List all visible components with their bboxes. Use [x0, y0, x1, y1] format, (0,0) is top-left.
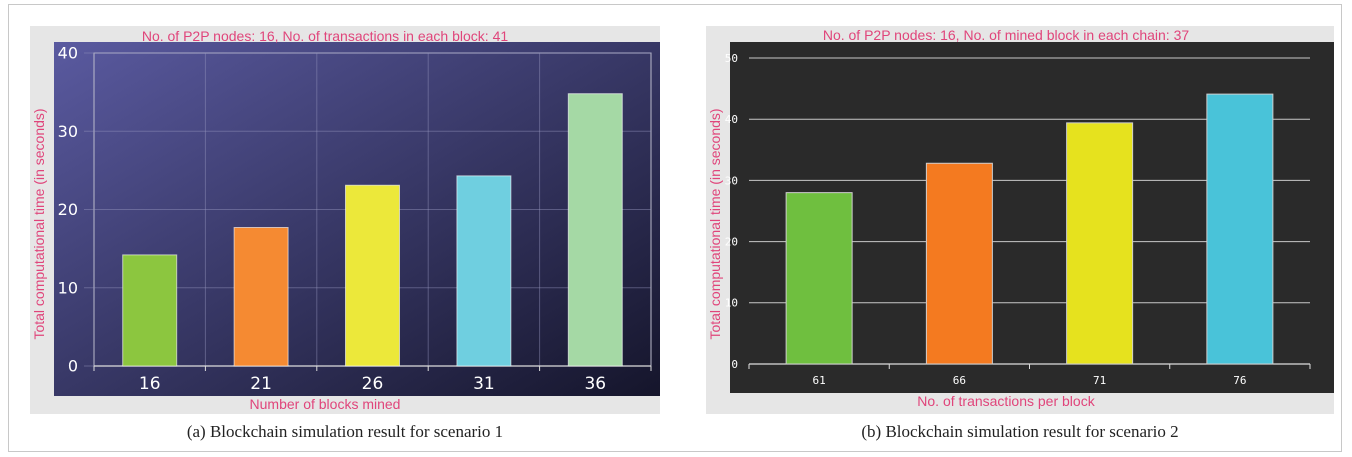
y-tick-label: 30 [58, 122, 78, 141]
y-tick-label: 40 [725, 113, 738, 126]
y-tick-label: 10 [58, 278, 78, 297]
bar-76 [1206, 93, 1274, 365]
caption-scenario-1: (a) Blockchain simulation result for sce… [186, 422, 504, 441]
x-tick-label: 76 [1233, 374, 1246, 387]
x-tick-label: 61 [813, 374, 826, 387]
y-tick-label: 0 [68, 357, 78, 376]
chart-panel-scenario-2: 0 10 20 30 40 50 61 66 71 76 No. of P2P nodes: 16,… [706, 26, 1334, 414]
x-tick-label: 21 [250, 374, 272, 394]
x-tick-label: 36 [584, 374, 606, 394]
x-tick-label: 71 [1093, 374, 1106, 387]
y-axis-label: Total computational time (in seconds) [707, 108, 723, 339]
bar-71 [1066, 122, 1134, 365]
x-tick-label: 26 [362, 374, 384, 394]
caption-scenario-2: (b) Blockchain simulation result for sce… [861, 422, 1179, 441]
bar-31 [456, 175, 512, 367]
y-axis-label: Total computational time (in seconds) [31, 108, 47, 339]
x-axis-label: Number of blocks mined [250, 396, 401, 412]
bar-36 [567, 93, 623, 367]
bar-26 [345, 184, 400, 367]
y-tick-label: 50 [725, 52, 738, 65]
x-tick-label: 31 [473, 374, 495, 394]
x-axis-label: No. of transactions per block [917, 393, 1095, 409]
bar-16 [122, 254, 178, 367]
y-tick-label: 30 [725, 174, 738, 187]
bar-61 [785, 192, 853, 365]
x-tick-label: 66 [953, 374, 966, 387]
chart-title: No. of P2P nodes: 16, No. of transaction… [142, 28, 509, 44]
y-tick-label: 0 [731, 358, 738, 371]
chart-title: No. of P2P nodes: 16, No. of mined block… [823, 27, 1190, 43]
bar-66 [925, 162, 993, 365]
chart-panel-scenario-1: 0 10 20 30 40 16 21 26 31 36 No. of P2P nodes: 16,… [30, 26, 660, 414]
bar-chart-scenario-1: 0 10 20 30 40 16 21 26 31 36 No. of P2P nodes: 16,… [30, 26, 660, 414]
y-tick-label: 40 [58, 44, 78, 63]
bar-chart-scenario-2: 0 10 20 30 40 50 61 66 71 76 No. of P2P nodes: 16,… [706, 26, 1334, 414]
bar-21 [233, 226, 289, 367]
y-tick-label: 20 [725, 235, 738, 248]
y-tick-label: 10 [725, 297, 738, 310]
y-tick-label: 20 [58, 200, 78, 219]
x-tick-label: 16 [139, 374, 161, 394]
